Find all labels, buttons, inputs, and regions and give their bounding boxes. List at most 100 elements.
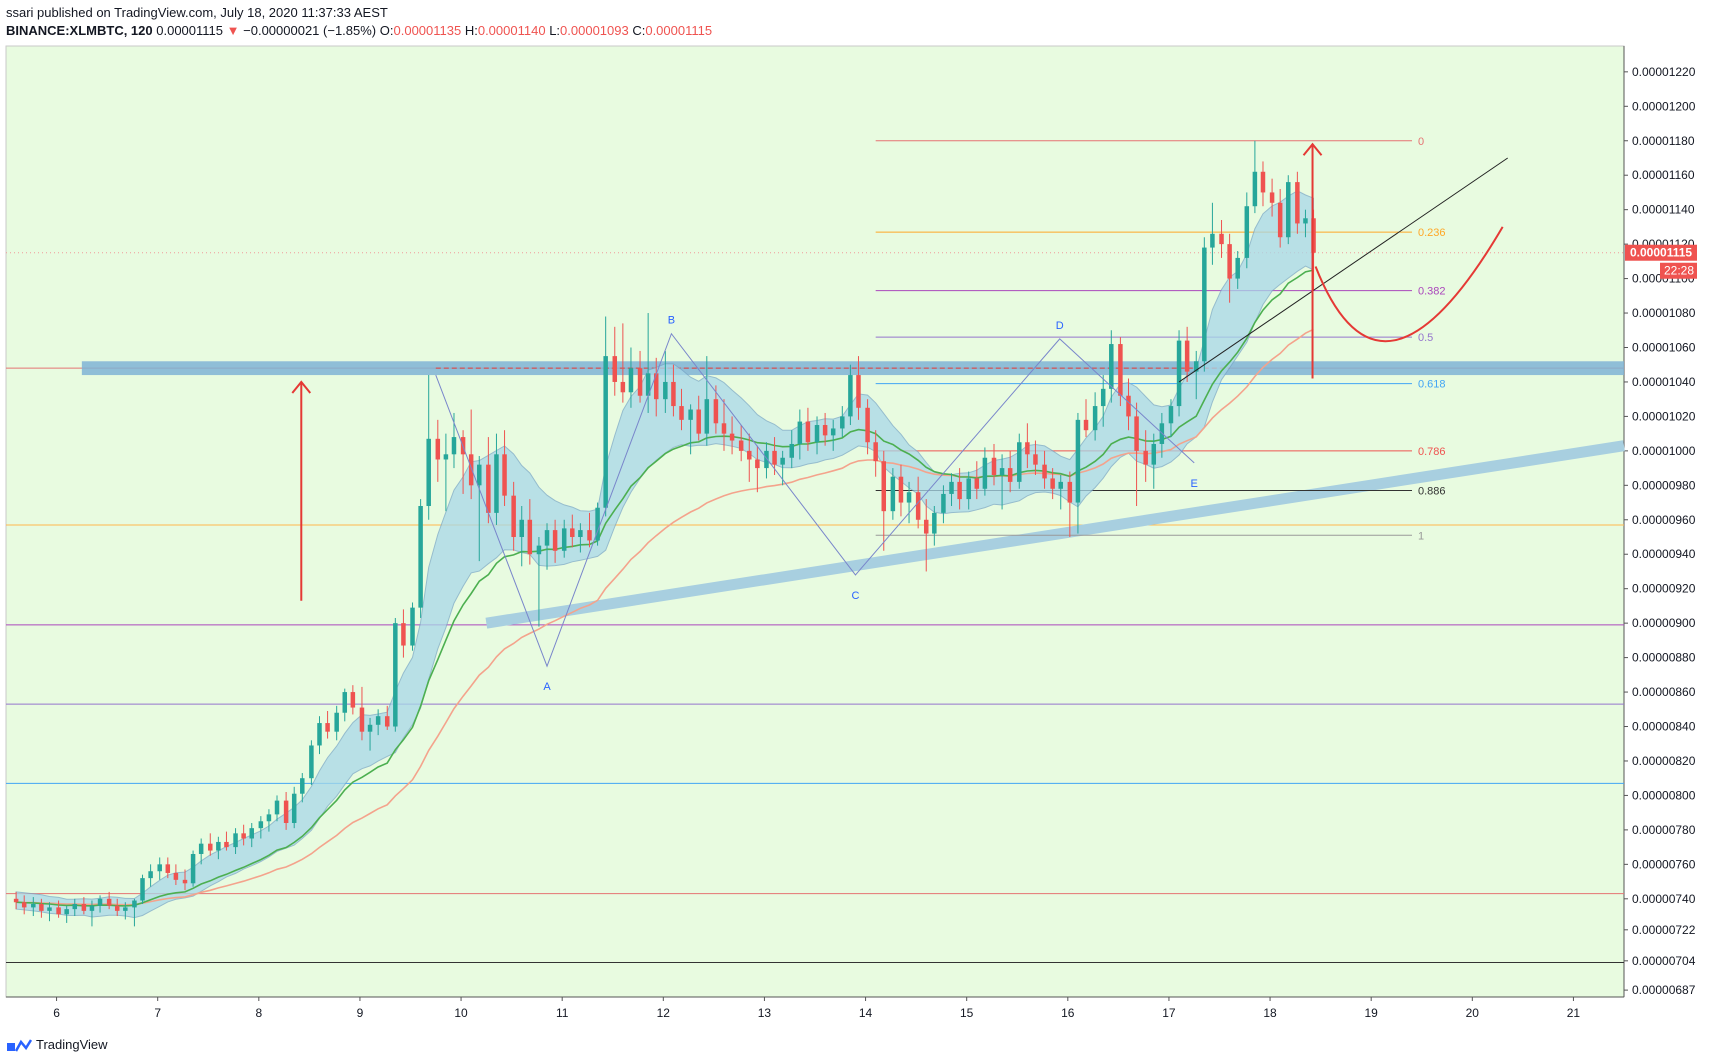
candle [233, 828, 238, 855]
candle-body [797, 421, 803, 444]
candle-body [1202, 247, 1207, 362]
candle-body [224, 841, 229, 848]
candle [224, 831, 229, 851]
high-label: H: [464, 23, 478, 38]
price-tick-label: 0.00000800 [1632, 788, 1696, 802]
candle [1083, 399, 1089, 438]
candle [840, 406, 845, 438]
price-tick-label: 0.00001140 [1632, 203, 1695, 217]
candle [477, 456, 482, 562]
candle [367, 717, 373, 751]
fib-level-label: 0.5 [1418, 332, 1433, 344]
candle-body [1277, 202, 1283, 238]
candle [114, 898, 120, 917]
time-tick-label: 15 [960, 1006, 974, 1020]
candle [1184, 326, 1190, 382]
candle [375, 709, 381, 736]
candle [1219, 220, 1224, 258]
candle-body [1134, 416, 1139, 451]
candle-body [249, 828, 254, 839]
candle-body [1269, 192, 1275, 203]
candle [1075, 412, 1081, 534]
candle [755, 445, 760, 493]
footer: TradingView [6, 1037, 108, 1052]
candle-body [106, 898, 112, 906]
candle [334, 705, 339, 741]
candle-body [1193, 361, 1199, 372]
candle-body [729, 433, 735, 441]
candle [317, 716, 322, 755]
candle [1311, 209, 1316, 291]
candle-body [957, 481, 962, 500]
candle [401, 609, 406, 658]
candle [56, 900, 61, 918]
candle [578, 523, 583, 553]
candle-body [89, 905, 95, 911]
pattern-point-label: C [851, 590, 859, 602]
candle [628, 347, 634, 408]
candle-body [1210, 233, 1215, 248]
candle [1252, 140, 1258, 214]
candle-body [1100, 388, 1106, 407]
candle [603, 316, 608, 517]
high-value: 0.00001140 [477, 23, 546, 38]
candle [982, 447, 988, 496]
candle-body [114, 905, 120, 911]
fib-level-label: 0.236 [1418, 227, 1446, 239]
candle-body [410, 607, 415, 646]
candle-body [511, 495, 516, 538]
candle [1176, 330, 1182, 417]
candle-body [291, 793, 297, 823]
candle-body [848, 375, 853, 417]
candle-body [342, 692, 348, 713]
ema-fast-line [16, 269, 1314, 907]
candle-body [873, 442, 878, 462]
candle-body [620, 381, 626, 393]
price-tick-label: 0.00000760 [1632, 857, 1696, 871]
candle-body [991, 457, 997, 475]
candle [1042, 450, 1047, 489]
candle [511, 481, 516, 551]
candle-body [81, 903, 87, 911]
candle-body [198, 843, 204, 855]
candle-body [713, 399, 719, 424]
candle-body [426, 438, 431, 506]
pattern-point-label: A [543, 681, 551, 693]
candle-body [663, 381, 668, 400]
candle [384, 705, 390, 730]
candle [1151, 433, 1157, 489]
candle [182, 869, 188, 891]
candle [966, 471, 971, 510]
candle-body [890, 476, 896, 512]
candle-body [190, 854, 196, 884]
trendline [1178, 157, 1508, 383]
price-tick-label: 0.00000860 [1632, 685, 1696, 699]
candle [13, 891, 19, 910]
price-tick-label: 0.00000880 [1632, 651, 1696, 665]
candle-body [595, 507, 600, 541]
candle [502, 430, 507, 506]
change-value: −0.00000021 (−1.85%) [243, 23, 377, 38]
ema-slow-line [16, 328, 1314, 906]
candle-body [822, 425, 828, 436]
candle [1303, 209, 1308, 238]
candle-body [216, 841, 221, 851]
candle [426, 375, 431, 520]
candle-body [241, 833, 246, 839]
fib-level-label: 0.786 [1418, 446, 1446, 458]
candle [325, 711, 330, 739]
candle-body [1025, 442, 1030, 455]
low-value: 0.00001093 [560, 23, 629, 38]
candle [957, 468, 962, 510]
candle-body [258, 821, 264, 829]
candle-body [350, 692, 356, 708]
candle [1269, 178, 1275, 217]
candle [1126, 378, 1131, 431]
candle-body [544, 530, 550, 546]
candle [309, 740, 314, 786]
candle [822, 412, 828, 446]
candle [637, 350, 643, 403]
time-tick-label: 19 [1365, 1006, 1379, 1020]
candle-body [1083, 419, 1089, 431]
